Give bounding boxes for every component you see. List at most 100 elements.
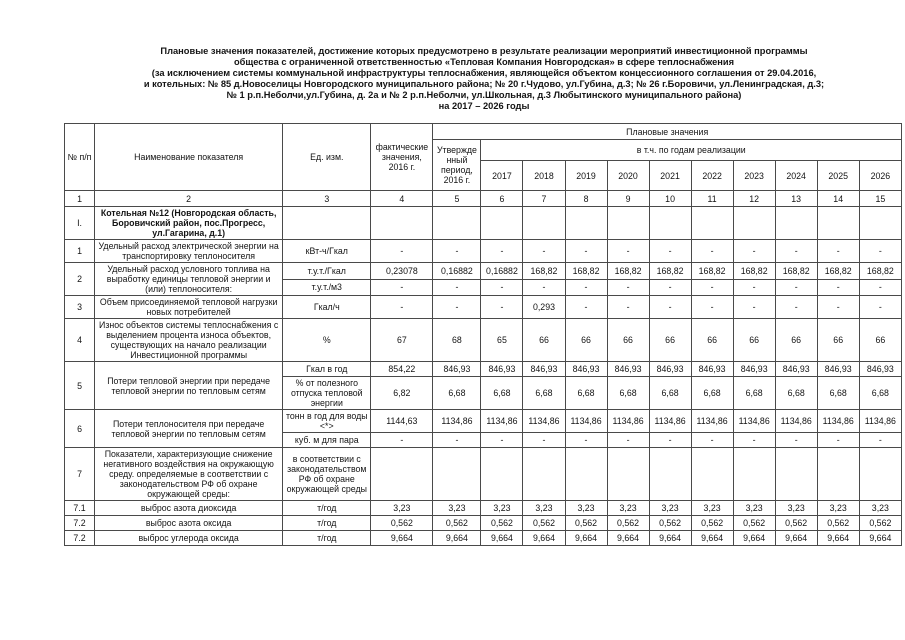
year-header-2022: 2022: [690, 160, 734, 191]
title-line: № 1 р.п.Неболчи,ул.Губина, д. 2а и № 2 р…: [226, 90, 742, 100]
value-cell: 0,562: [732, 515, 776, 531]
value-cell: 168,82: [522, 262, 566, 280]
table-row: 7 Показатели, характеризующие снижение не…: [63, 447, 903, 501]
value-cell: -: [564, 295, 608, 319]
value-cell: 3,23: [690, 500, 734, 516]
year-header-2018: 2018: [522, 160, 566, 191]
value-cell: [858, 206, 903, 240]
value-cell: 3,23: [432, 500, 482, 516]
value-cell: -: [606, 239, 650, 263]
value-cell: 3,23: [816, 500, 860, 516]
value-cell: 9,664: [370, 530, 434, 546]
value-cell: -: [732, 295, 776, 319]
column-number: 11: [690, 190, 734, 207]
indicator-name-cell: Удельный расход электрической энергии на…: [94, 239, 284, 263]
value-cell: 6,68: [564, 376, 608, 410]
value-cell: -: [370, 295, 434, 319]
unit-cell: т.у.т./м3: [282, 278, 372, 296]
value-cell: 1144,63: [370, 409, 434, 433]
value-cell: 3,23: [774, 500, 818, 516]
value-cell: -: [774, 295, 818, 319]
value-cell: [816, 206, 860, 240]
table-row: 7.2 выброс азота оксида т/год 0,562 0,562 0,5…: [63, 515, 903, 531]
value-cell: -: [648, 432, 692, 448]
value-cell: [564, 206, 608, 240]
value-cell: 68: [432, 318, 482, 362]
unit-cell: т.у.т./Гкал: [282, 262, 372, 280]
table-row: 5 Потери тепловой энергии при передаче те…: [63, 361, 903, 410]
value-cell: [564, 447, 608, 501]
value-cell: 3,23: [480, 500, 524, 516]
value-cell: -: [522, 432, 566, 448]
table-row: 1 Удельный расход электрической энергии н…: [63, 239, 903, 263]
value-cell: 66: [732, 318, 776, 362]
column-number: 12: [732, 190, 776, 207]
column-number: 15: [858, 190, 903, 207]
value-cell: 0,562: [648, 515, 692, 531]
value-cell: 168,82: [816, 262, 860, 280]
value-cell: 66: [564, 318, 608, 362]
unit-cell: т/год: [282, 530, 372, 546]
table-row: 4 Износ объектов системы теплоснабжения с…: [63, 318, 903, 362]
col-header-num: № п/п: [63, 123, 96, 191]
indicators-table: № п/п Наименование показателя Ед. изм. ф…: [63, 123, 903, 546]
row-number-cell: 7: [63, 447, 96, 501]
value-cell: -: [522, 239, 566, 263]
value-cell: -: [432, 432, 482, 448]
value-cell: -: [480, 295, 524, 319]
title-line: Плановые значения показателей, достижени…: [160, 46, 808, 56]
value-cell: 168,82: [732, 262, 776, 280]
value-cell: [606, 206, 650, 240]
value-cell: [648, 447, 692, 501]
value-cell: 3,23: [564, 500, 608, 516]
unit-cell: Гкал в год: [282, 361, 372, 377]
value-cell: -: [522, 278, 566, 296]
value-cell: 1134,86: [480, 409, 524, 433]
value-cell: 1134,86: [774, 409, 818, 433]
value-cell: [370, 206, 434, 240]
column-number: 14: [816, 190, 860, 207]
row-number-cell: 3: [63, 295, 96, 319]
unit-cell: %: [282, 318, 372, 362]
column-number: 6: [480, 190, 524, 207]
indicator-name-cell: выброс азота оксида: [94, 515, 284, 531]
year-header-2024: 2024: [774, 160, 818, 191]
table-row: 6 Потери теплоносителя при передаче тепло…: [63, 409, 903, 448]
unit-cell: [282, 206, 372, 240]
value-cell: 846,93: [480, 361, 524, 377]
value-cell: 66: [858, 318, 903, 362]
row-number-cell: 5: [63, 361, 96, 410]
value-cell: 1134,86: [816, 409, 860, 433]
value-cell: -: [370, 432, 434, 448]
value-cell: [690, 206, 734, 240]
value-cell: -: [606, 432, 650, 448]
indicator-name-cell: Потери теплоносителя при передаче теплов…: [94, 409, 284, 448]
value-cell: 9,664: [774, 530, 818, 546]
value-cell: 168,82: [606, 262, 650, 280]
unit-cell: тонн в год для воды <*>: [282, 409, 372, 433]
table-row: 7.1 выброс азота диоксида т/год 3,23 3,23 3,2…: [63, 500, 903, 516]
value-cell: 6,68: [732, 376, 776, 410]
header-row-top: № п/п Наименование показателя Ед. изм. ф…: [63, 123, 902, 191]
row-number-cell: 1: [63, 239, 96, 263]
value-cell: 3,23: [648, 500, 692, 516]
value-cell: -: [816, 432, 860, 448]
unit-cell: т/год: [282, 500, 372, 516]
value-cell: -: [480, 278, 524, 296]
value-cell: 1134,86: [648, 409, 692, 433]
value-cell: 0,16882: [480, 262, 524, 280]
value-cell: -: [774, 432, 818, 448]
year-header-2019: 2019: [564, 160, 608, 191]
value-cell: 9,664: [480, 530, 524, 546]
table-row: I. Котельная №12 (Новгородская область, Б…: [63, 206, 903, 240]
value-cell: 1134,86: [564, 409, 608, 433]
value-cell: [480, 206, 524, 240]
value-cell: 0,562: [690, 515, 734, 531]
value-cell: 0,562: [816, 515, 860, 531]
value-cell: [774, 206, 818, 240]
indicator-name-cell: Потери тепловой энергии при передаче теп…: [94, 361, 284, 410]
value-cell: 846,93: [816, 361, 860, 377]
value-cell: -: [432, 295, 482, 319]
unit-cell: в соответствии с законодательством РФ об…: [282, 447, 372, 501]
value-cell: 6,82: [370, 376, 434, 410]
